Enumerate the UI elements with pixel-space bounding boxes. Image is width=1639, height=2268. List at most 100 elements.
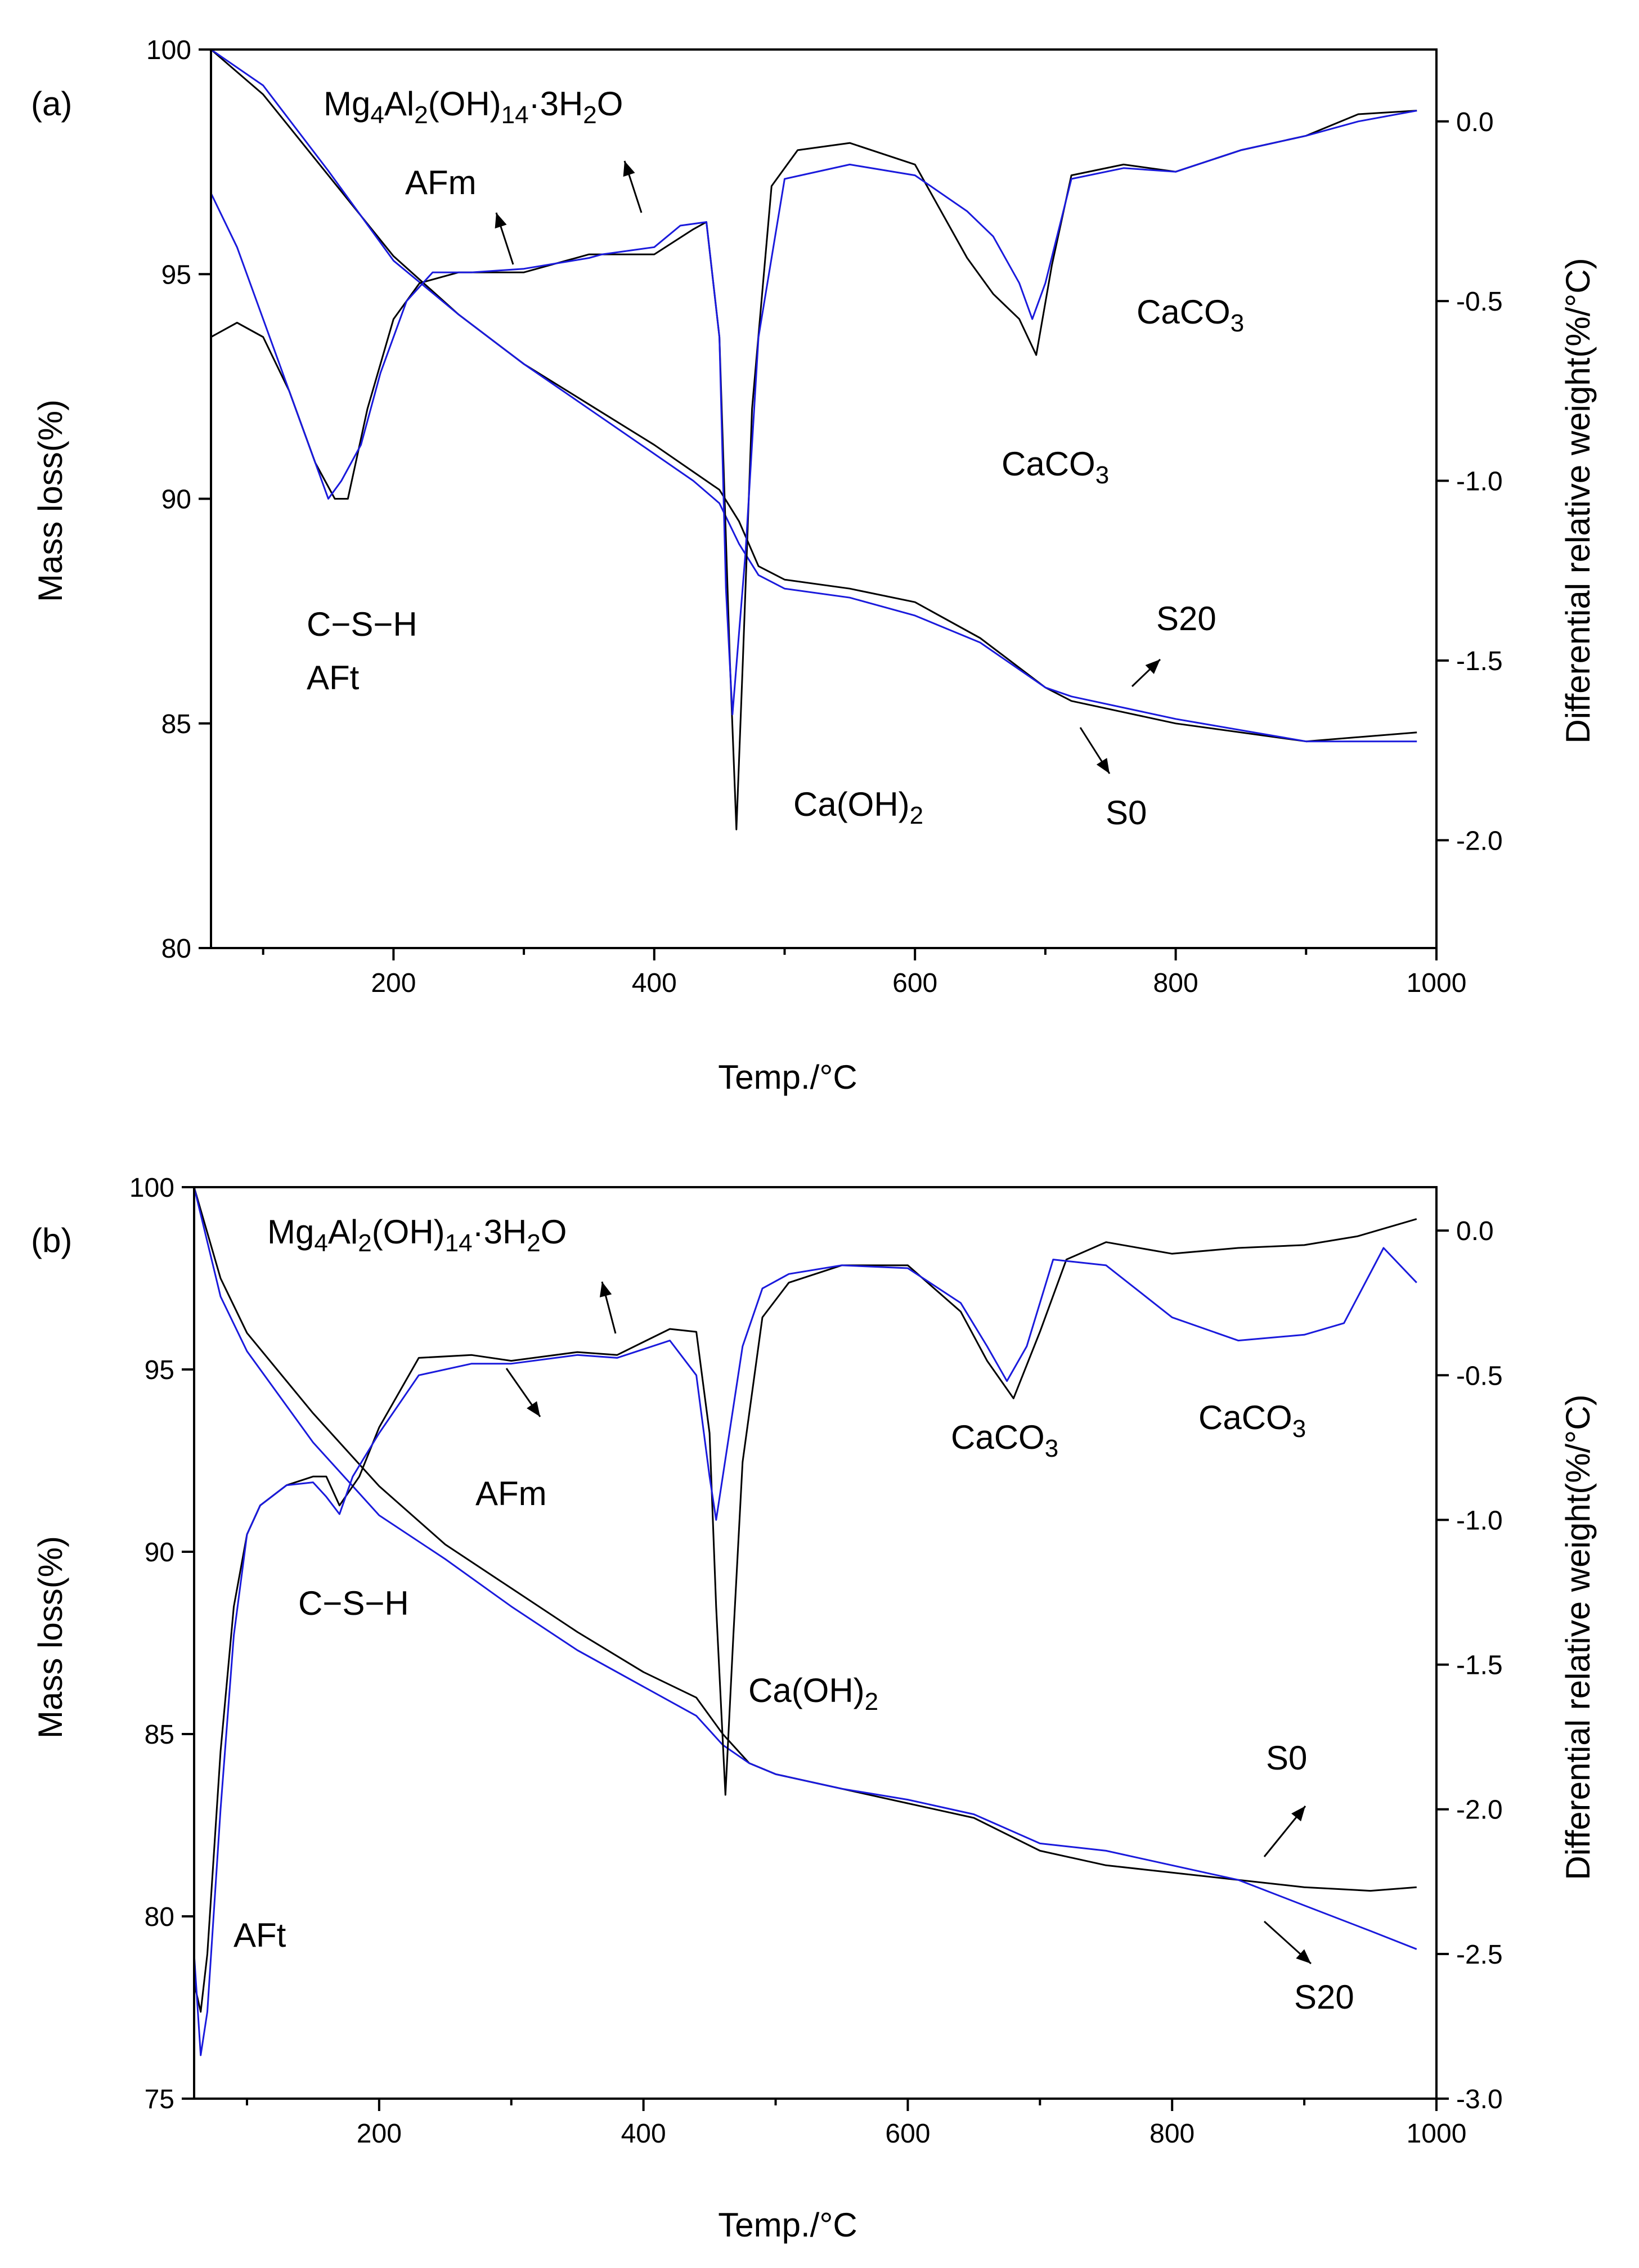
annotation-csh: C−S−H: [298, 1584, 409, 1622]
plot-frame: [193, 1186, 1438, 2100]
y2-axis-label: Differential relative weight(%/°C): [1559, 258, 1597, 743]
annotation-caco3-right-base: CaCO: [1198, 1399, 1292, 1436]
annotation-s20: S20: [1156, 600, 1216, 637]
annotation-arrowhead-2: [1291, 1806, 1305, 1822]
annotation-caco3-mid-base: CaCO: [951, 1418, 1045, 1456]
annotation-mg-base: Mg: [267, 1213, 314, 1251]
annotation-caoh2-sub: 2: [910, 802, 923, 829]
y2-tick-label--0.5: -0.5: [1456, 1361, 1503, 1391]
annotation-arrowhead-3: [1296, 1949, 1311, 1964]
annotation-afm: AFm: [405, 164, 477, 201]
y-tick-label-95: 95: [161, 260, 191, 290]
annotation-mg-sub3: 14: [445, 1229, 473, 1257]
y2-tick-label-0.0: 0.0: [1456, 107, 1494, 137]
x-tick-label-200: 200: [357, 2119, 402, 2149]
series-s20-dtg: [210, 110, 1417, 716]
annotation-caco3-mid: CaCO3: [1002, 445, 1109, 489]
x-tick-label-400: 400: [632, 968, 677, 998]
series-s20-mass-loss: [210, 48, 1417, 743]
x-tick-label-800: 800: [1149, 2119, 1195, 2149]
y-tick-label-90: 90: [161, 485, 191, 515]
annotation-mg-base: Mg: [324, 85, 370, 123]
annotation-caco3-mid: CaCO3: [951, 1418, 1058, 1462]
annotation-aft: AFt: [233, 1916, 286, 1954]
annotation-mg-sub4: 2: [527, 1229, 540, 1257]
y-axis-label: Mass loss(%): [32, 399, 69, 602]
annotation-caoh2-base: Ca(OH): [748, 1672, 865, 1709]
annotation-caoh2: Ca(OH)2: [748, 1672, 878, 1715]
annotation-mg-tail: O: [541, 1213, 567, 1251]
annotation-caco3-right: CaCO3: [1198, 1399, 1306, 1443]
y-tick-label-80: 80: [145, 1902, 174, 1932]
annotation-s0: S0: [1106, 794, 1147, 832]
y-tick-label-75: 75: [145, 2085, 174, 2114]
annotation-arrowhead-2: [1145, 659, 1160, 674]
panel-label: (a): [31, 85, 72, 123]
annotation-s0: S0: [1266, 1739, 1307, 1777]
y2-axis-label: Differential relative weight(%/°C): [1559, 1394, 1597, 1880]
panel-label: (b): [31, 1221, 72, 1259]
annotation-caoh2-sub: 2: [865, 1688, 878, 1715]
annotation-caco3-mid-base: CaCO: [1002, 445, 1095, 483]
annotation-caco3-right-sub: 3: [1292, 1415, 1306, 1443]
annotation-mg: Mg4Al2(OH)14·3H2O: [267, 1213, 567, 1257]
y2-tick-label--1.5: -1.5: [1456, 1651, 1503, 1681]
annotation-arrowhead-1: [527, 1401, 540, 1417]
y-tick-label-80: 80: [161, 934, 191, 964]
y2-tick-label--1.5: -1.5: [1456, 646, 1503, 676]
x-tick-label-400: 400: [621, 2119, 666, 2149]
annotation-caco3-mid-sub: 3: [1045, 1435, 1058, 1462]
y-tick-label-95: 95: [145, 1355, 174, 1385]
y-tick-label-90: 90: [145, 1538, 174, 1568]
annotation-caco3-right-base: CaCO: [1137, 293, 1231, 331]
y-tick-label-85: 85: [145, 1720, 174, 1750]
annotation-mg-mid2: (OH): [428, 85, 501, 123]
x-axis-label: Temp./°C: [718, 1058, 857, 1096]
y2-tick-label-0.0: 0.0: [1456, 1216, 1494, 1246]
annotation-mg-sub2: 2: [414, 101, 428, 129]
annotation-mg-sub2: 2: [358, 1229, 371, 1257]
annotation-caco3-mid-sub: 3: [1095, 461, 1109, 489]
y2-tick-label--1.0: -1.0: [1456, 467, 1503, 497]
y-tick-label-85: 85: [161, 709, 191, 739]
y2-tick-label--2.0: -2.0: [1456, 1795, 1503, 1825]
x-tick-label-600: 600: [885, 2119, 930, 2149]
annotation-csh: C−S−H: [307, 605, 417, 643]
annotation-arrowhead-3: [1096, 758, 1110, 774]
panel-b: 200 400 600 800 1000 75 80 85 90 95 100 -3.0 -2.5 -2.…: [31, 1173, 1597, 2244]
annotation-mg-sub1: 4: [314, 1229, 327, 1257]
series-s0-mass-loss: [193, 1187, 1417, 1892]
annotation-mg-sub1: 4: [370, 101, 384, 129]
x-tick-label-800: 800: [1153, 968, 1198, 998]
y2-tick-label--2.0: -2.0: [1456, 826, 1503, 856]
annotation-mg-mid2: (OH): [372, 1213, 445, 1251]
annotation-s20: S20: [1294, 1978, 1354, 2016]
panel-a: 200 400 600 800 1000 80 85 90 95 100 -2.0 -1.5 -1.0 -…: [31, 35, 1597, 1096]
annotation-caco3-right: CaCO3: [1137, 293, 1244, 337]
annotation-mg-sub3: 14: [501, 101, 529, 129]
annotation-arrowhead-1: [623, 161, 635, 177]
annotation-mg-tail: O: [597, 85, 623, 123]
annotation-arrowhead-0: [495, 213, 507, 229]
series-s0-mass-loss: [210, 48, 1417, 743]
annotation-mg-sub4: 2: [583, 101, 596, 129]
y2-tick-label--2.5: -2.5: [1456, 1940, 1503, 1970]
x-tick-label-1000: 1000: [1407, 2119, 1467, 2149]
annotation-mg: Mg4Al2(OH)14·3H2O: [324, 85, 623, 129]
series-s20-mass-loss: [193, 1187, 1417, 1950]
annotation-caoh2-base: Ca(OH): [793, 785, 910, 823]
y-tick-label-100: 100: [129, 1173, 174, 1203]
annotation-afm: AFm: [475, 1475, 547, 1512]
y-tick-label-100: 100: [146, 35, 191, 65]
annotation-mg-mid3: ·3H: [473, 1213, 527, 1251]
annotation-mg-mid1: Al: [384, 85, 414, 123]
annotation-aft: AFt: [307, 659, 360, 697]
series-s20-dtg: [193, 1247, 1417, 2056]
annotation-mg-mid3: ·3H: [529, 85, 583, 123]
x-axis-label: Temp./°C: [718, 2206, 857, 2244]
x-tick-label-1000: 1000: [1407, 968, 1467, 998]
x-tick-label-600: 600: [892, 968, 937, 998]
y-axis-label: Mass loss(%): [32, 1536, 69, 1739]
y2-tick-label--1.0: -1.0: [1456, 1506, 1503, 1535]
